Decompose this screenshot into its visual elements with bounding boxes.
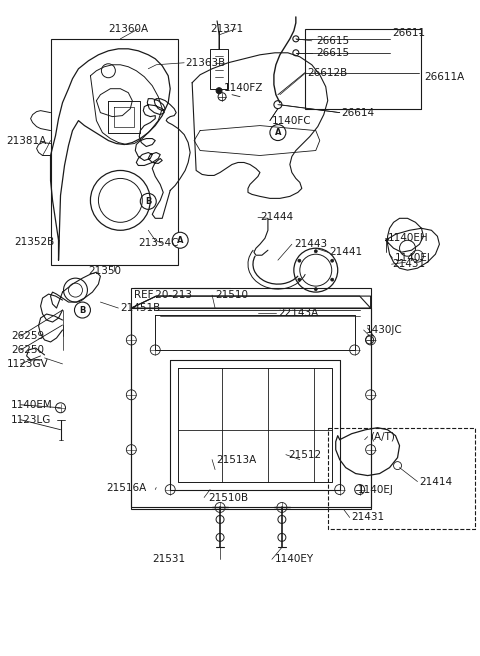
- Text: 21371: 21371: [210, 24, 243, 34]
- Text: 21444: 21444: [260, 213, 293, 222]
- Text: 1140EH: 1140EH: [387, 234, 428, 243]
- Bar: [305, 29, 421, 109]
- Circle shape: [216, 88, 222, 94]
- Bar: [210, 49, 228, 89]
- Text: 21363B: 21363B: [185, 58, 226, 68]
- Circle shape: [298, 259, 301, 262]
- Text: B: B: [145, 197, 152, 206]
- Text: 21510B: 21510B: [208, 493, 248, 502]
- Circle shape: [298, 278, 301, 281]
- Circle shape: [172, 232, 188, 248]
- Circle shape: [314, 287, 317, 291]
- Bar: [50, 39, 178, 265]
- Text: 21414: 21414: [420, 476, 453, 487]
- Text: 21510: 21510: [215, 290, 248, 300]
- Text: 26614: 26614: [342, 108, 375, 117]
- Text: 21381A: 21381A: [7, 136, 47, 146]
- Text: 21431: 21431: [393, 259, 426, 269]
- Circle shape: [74, 302, 90, 318]
- Bar: [328, 428, 475, 529]
- Text: A: A: [275, 128, 281, 137]
- Text: 21360A: 21360A: [108, 24, 148, 34]
- Text: 1140EM: 1140EM: [11, 400, 52, 410]
- Text: 21512: 21512: [288, 449, 321, 460]
- Text: A: A: [177, 236, 183, 245]
- Text: 26611A: 26611A: [424, 72, 465, 82]
- Text: 26615: 26615: [316, 36, 349, 46]
- Text: 21443: 21443: [294, 239, 327, 249]
- Text: 21531: 21531: [152, 554, 185, 564]
- Text: REF.20-213: REF.20-213: [134, 290, 192, 300]
- Text: (A/T): (A/T): [371, 432, 396, 441]
- Text: 21451B: 21451B: [120, 303, 161, 313]
- Text: 21513A: 21513A: [216, 455, 256, 464]
- Text: 26250: 26250: [12, 345, 45, 355]
- Text: 22143A: 22143A: [278, 308, 318, 318]
- Text: 1140FC: 1140FC: [272, 115, 312, 125]
- Text: 1430JC: 1430JC: [366, 325, 402, 335]
- Text: 1140FZ: 1140FZ: [224, 83, 264, 92]
- Text: 21354C: 21354C: [138, 238, 179, 248]
- Circle shape: [314, 250, 317, 253]
- Text: 21350: 21350: [88, 266, 121, 276]
- Text: 21516A: 21516A: [107, 483, 146, 493]
- Text: 26615: 26615: [316, 48, 349, 58]
- Circle shape: [270, 125, 286, 140]
- Text: 1140EJ: 1140EJ: [395, 253, 431, 263]
- Circle shape: [331, 278, 334, 281]
- Text: 1123LG: 1123LG: [11, 415, 51, 424]
- Text: B: B: [79, 306, 85, 315]
- Text: 21431: 21431: [352, 512, 385, 522]
- Text: 1140EJ: 1140EJ: [358, 485, 394, 495]
- Circle shape: [140, 194, 156, 209]
- Text: 21441: 21441: [330, 247, 363, 257]
- Text: 26259: 26259: [12, 331, 45, 341]
- Text: 1140EY: 1140EY: [275, 554, 314, 564]
- Text: 26611: 26611: [393, 28, 426, 38]
- Text: 26612B: 26612B: [307, 68, 347, 78]
- Text: 1123GV: 1123GV: [7, 359, 48, 369]
- Text: 21352B: 21352B: [15, 237, 55, 247]
- Circle shape: [331, 259, 334, 262]
- Bar: [132, 288, 371, 510]
